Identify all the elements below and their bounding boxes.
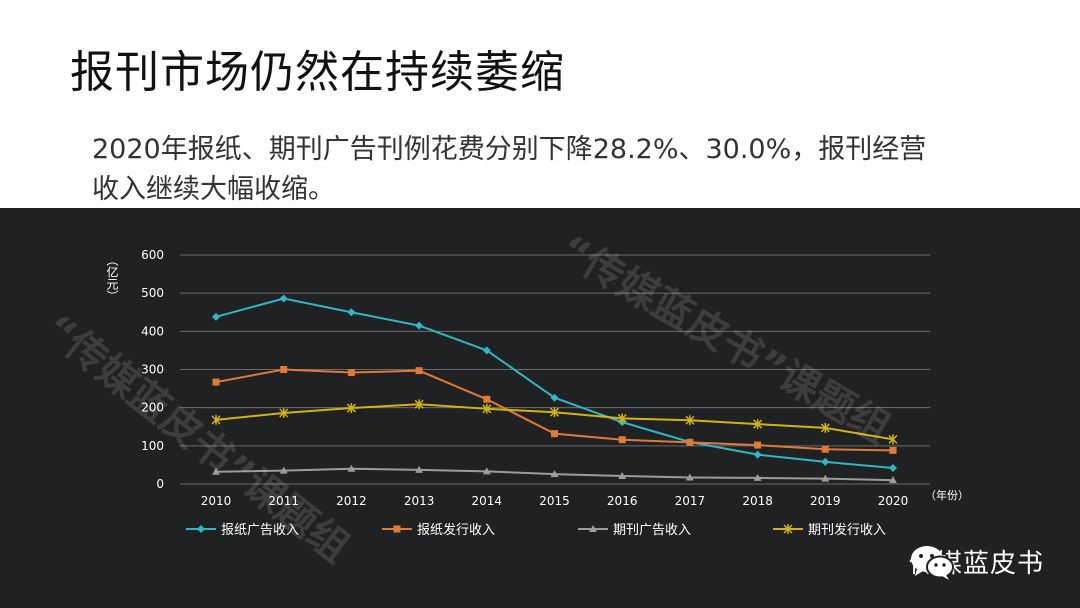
data-point: [550, 393, 559, 402]
y-tick-label: 600: [141, 248, 164, 262]
data-point: [551, 430, 558, 438]
y-tick-label: 300: [141, 363, 164, 377]
data-point: [482, 403, 492, 414]
data-point: [279, 294, 288, 303]
legend-label: 期刊广告收入: [613, 523, 691, 538]
legend-marker: [393, 525, 401, 533]
data-point: [279, 408, 289, 419]
data-point: [889, 446, 897, 454]
data-point: [482, 467, 491, 475]
data-point: [212, 378, 220, 386]
data-point: [685, 473, 694, 481]
y-tick-label: 200: [141, 401, 164, 415]
legend-marker: [197, 525, 205, 533]
data-point: [686, 438, 694, 446]
data-point: [347, 464, 356, 472]
data-point: [889, 463, 897, 472]
y-tick-label: 500: [141, 286, 164, 300]
legend-marker: [589, 525, 597, 532]
y-tick-label: 100: [141, 439, 164, 453]
data-point: [483, 395, 491, 403]
line-chart: 0 100 200 300 400 500 600 2010 2011 2012 2013 2014 2…: [105, 248, 969, 538]
data-point: [346, 403, 356, 414]
data-point: [415, 367, 423, 375]
data-point: [415, 465, 424, 473]
x-tick-label: 2014: [472, 494, 503, 508]
x-tick-label: 2010: [201, 494, 232, 508]
x-tick-label: 2019: [810, 494, 841, 508]
data-point: [212, 312, 220, 321]
slide-body-text: 2020年报纸、期刊广告刊例花费分别下降28.2%、30.0%，报刊经营收入继续…: [92, 134, 927, 205]
data-point: [888, 434, 898, 445]
chart-panel: 0 100 200 300 400 500 600 2010 2011 2012 2013 2014 2…: [0, 208, 1080, 608]
legend-marker: [783, 524, 793, 534]
data-point: [280, 366, 288, 373]
x-tick-label: 2013: [404, 494, 435, 508]
data-point: [414, 399, 424, 410]
y-axis-label: （亿元）: [105, 254, 119, 302]
data-point: [821, 474, 830, 482]
data-point: [753, 450, 762, 459]
x-tick-label: 2017: [675, 494, 706, 508]
x-axis-label: （年份）: [925, 488, 969, 502]
data-point: [754, 441, 762, 449]
series-line: [215, 297, 894, 469]
data-point: [482, 346, 491, 355]
data-point: [753, 419, 763, 430]
x-tick-label: 2011: [268, 494, 299, 508]
x-tick-label: 2016: [607, 494, 638, 508]
wechat-icon: [910, 546, 954, 580]
data-point: [821, 445, 829, 453]
data-point: [617, 413, 627, 424]
data-point: [753, 473, 762, 481]
data-point: [549, 407, 560, 418]
data-point: [618, 471, 627, 479]
data-point: [347, 308, 356, 317]
brand-badge: 传媒蓝皮书: [909, 543, 1044, 580]
x-tick-label: 2012: [336, 494, 367, 508]
data-point: [347, 369, 355, 377]
data-point: [618, 436, 626, 444]
legend-label: 期刊发行收入: [808, 522, 886, 538]
data-point: [415, 321, 424, 330]
data-point: [212, 467, 220, 475]
data-point: [821, 457, 830, 466]
x-tick-label: 2015: [539, 494, 570, 508]
legend-label: 报纸广告收入: [221, 523, 299, 538]
data-point: [279, 466, 288, 474]
data-point: [820, 422, 830, 433]
legend-label: 报纸发行收入: [417, 522, 495, 538]
slide-title: 报刊市场仍然在持续萎缩: [70, 47, 565, 98]
data-point: [685, 415, 695, 426]
data-point: [889, 476, 897, 484]
y-tick-label: 0: [156, 477, 164, 491]
data-point: [550, 470, 559, 478]
x-tick-label: 2020: [878, 494, 909, 508]
y-tick-label: 400: [141, 324, 164, 338]
data-point: [211, 414, 221, 425]
x-tick-label: 2018: [742, 494, 773, 508]
